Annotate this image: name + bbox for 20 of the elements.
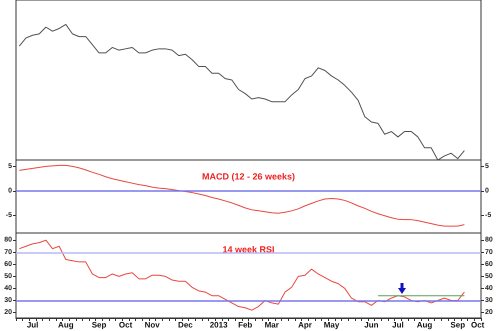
- annotation: 14 week RSI: [222, 244, 275, 254]
- x-tick-label: Oct: [471, 320, 485, 330]
- x-tick-label: May: [324, 320, 340, 330]
- x-tick-label: Sep: [92, 320, 106, 330]
- x-tick-label: Apr: [298, 320, 312, 330]
- x-tick-label: Dec: [178, 320, 194, 330]
- line-series: [18, 240, 465, 311]
- x-tick-label: Jul: [26, 320, 38, 330]
- x-tick-label: Jun: [364, 320, 379, 330]
- x-tick-label: Aug: [416, 320, 432, 330]
- x-tick-label: Oct: [118, 320, 133, 330]
- annotation: MACD (12 - 26 weeks): [202, 172, 296, 182]
- x-tick-label: Nov: [144, 320, 160, 330]
- x-tick-label: Mar: [264, 320, 279, 330]
- line-series: [18, 164, 465, 227]
- x-tick-label: Aug: [58, 320, 74, 330]
- x-tick-label: 2013: [210, 320, 228, 330]
- x-tick-label: Jul: [392, 320, 404, 330]
- x-tick-label: Feb: [238, 320, 252, 330]
- x-tick-label: Sep: [450, 320, 466, 330]
